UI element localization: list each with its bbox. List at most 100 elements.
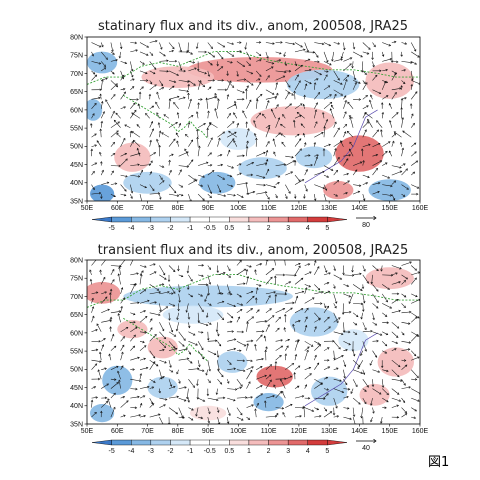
flux-arrow (184, 148, 189, 157)
flux-arrow (362, 265, 366, 272)
flux-arrow (168, 184, 177, 194)
flux-arrow (206, 388, 210, 397)
flux-arrow (198, 331, 204, 334)
flux-arrow (343, 310, 352, 314)
flux-arrow (188, 179, 198, 185)
flux-arrow (275, 193, 278, 199)
flux-arrow (197, 123, 206, 128)
flux-arrow (167, 274, 171, 283)
flux-arrow (393, 131, 402, 138)
flux-arrow (159, 404, 166, 408)
flux-arrow (139, 299, 150, 304)
flux-arrow (275, 75, 286, 81)
flux-arrow (391, 281, 401, 285)
flux-arrow (198, 98, 203, 101)
colorbar-segment (307, 216, 328, 223)
colorbar-segment (229, 216, 250, 223)
anomaly-region (123, 285, 293, 308)
flux-arrow (352, 42, 356, 50)
flux-arrow (281, 141, 286, 147)
flux-arrow (136, 147, 141, 157)
flux-arrow (382, 303, 393, 309)
flux-arrow (401, 163, 406, 166)
flux-arrow (314, 344, 322, 351)
flux-arrow (265, 158, 269, 166)
flux-arrow (304, 169, 308, 176)
flux-arrow (120, 87, 126, 91)
flux-arrow (116, 132, 121, 138)
flux-arrow (196, 128, 199, 138)
flux-arrow (236, 172, 242, 176)
flux-arrow (120, 152, 128, 157)
flux-arrow (372, 142, 381, 147)
flux-arrow (130, 283, 136, 295)
flux-arrow (217, 66, 224, 72)
flux-arrow (391, 170, 403, 176)
colorbar-segment (209, 216, 230, 223)
flux-arrow (401, 303, 406, 308)
flux-arrow (380, 265, 383, 272)
flux-arrow (401, 274, 409, 280)
flux-arrow (197, 360, 201, 368)
flux-arrow (118, 266, 121, 275)
flux-arrow (285, 338, 290, 342)
flux-arrow (168, 70, 179, 76)
flux-arrow (256, 59, 262, 62)
flux-arrow (256, 330, 265, 333)
flux-arrow (352, 81, 357, 90)
flux-arrow (131, 112, 141, 119)
flux-arrow (139, 289, 147, 295)
flux-arrow (227, 121, 235, 128)
flux-arrow (254, 133, 257, 138)
flux-arrow (91, 113, 95, 119)
flux-arrow (118, 379, 121, 389)
flux-arrow (401, 331, 405, 336)
flux-arrow (198, 161, 209, 166)
flux-arrow (411, 61, 417, 65)
flux-arrow (401, 42, 408, 45)
flux-arrow (372, 369, 381, 373)
flux-arrow (369, 360, 373, 366)
flux-arrow (323, 101, 333, 110)
flux-arrow (282, 114, 286, 119)
flux-arrow (89, 278, 93, 285)
flux-arrow (91, 363, 98, 370)
flux-arrow (101, 367, 107, 370)
plot-frame (86, 259, 421, 425)
flux-arrow (246, 416, 251, 420)
flux-arrow (228, 130, 238, 138)
flux-arrow (265, 276, 273, 285)
flux-arrow (323, 376, 329, 380)
flux-arrow (294, 265, 301, 276)
flux-arrow (149, 397, 154, 405)
anomaly-region (189, 405, 227, 421)
flux-arrow (99, 93, 102, 100)
flux-arrow (101, 401, 109, 408)
flux-arrow (391, 133, 397, 138)
flux-arrow (110, 310, 122, 314)
flux-arrow (186, 42, 190, 53)
flux-arrow (411, 407, 417, 412)
y-tick-label: 45N (70, 385, 83, 392)
flux-arrow (360, 61, 364, 73)
flux-arrow (120, 305, 123, 313)
flux-arrow (196, 388, 200, 400)
flux-arrow (188, 274, 193, 282)
flux-arrow (401, 184, 409, 190)
flux-arrow (217, 51, 224, 60)
flux-arrow (187, 322, 191, 329)
flux-arrow (149, 403, 155, 408)
flux-arrow (178, 379, 181, 384)
flux-arrow (314, 109, 318, 119)
flux-arrow (265, 66, 274, 72)
flux-arrow (236, 89, 245, 94)
flux-arrow (246, 404, 254, 408)
flux-arrow (275, 92, 279, 100)
flux-arrow (195, 407, 199, 417)
flux-arrow (185, 303, 189, 313)
colorbar-segment (170, 216, 191, 223)
flux-arrow (207, 164, 213, 167)
colorbar-segment (209, 439, 230, 446)
flux-arrow (178, 341, 185, 347)
colorbar-segment (111, 216, 132, 223)
